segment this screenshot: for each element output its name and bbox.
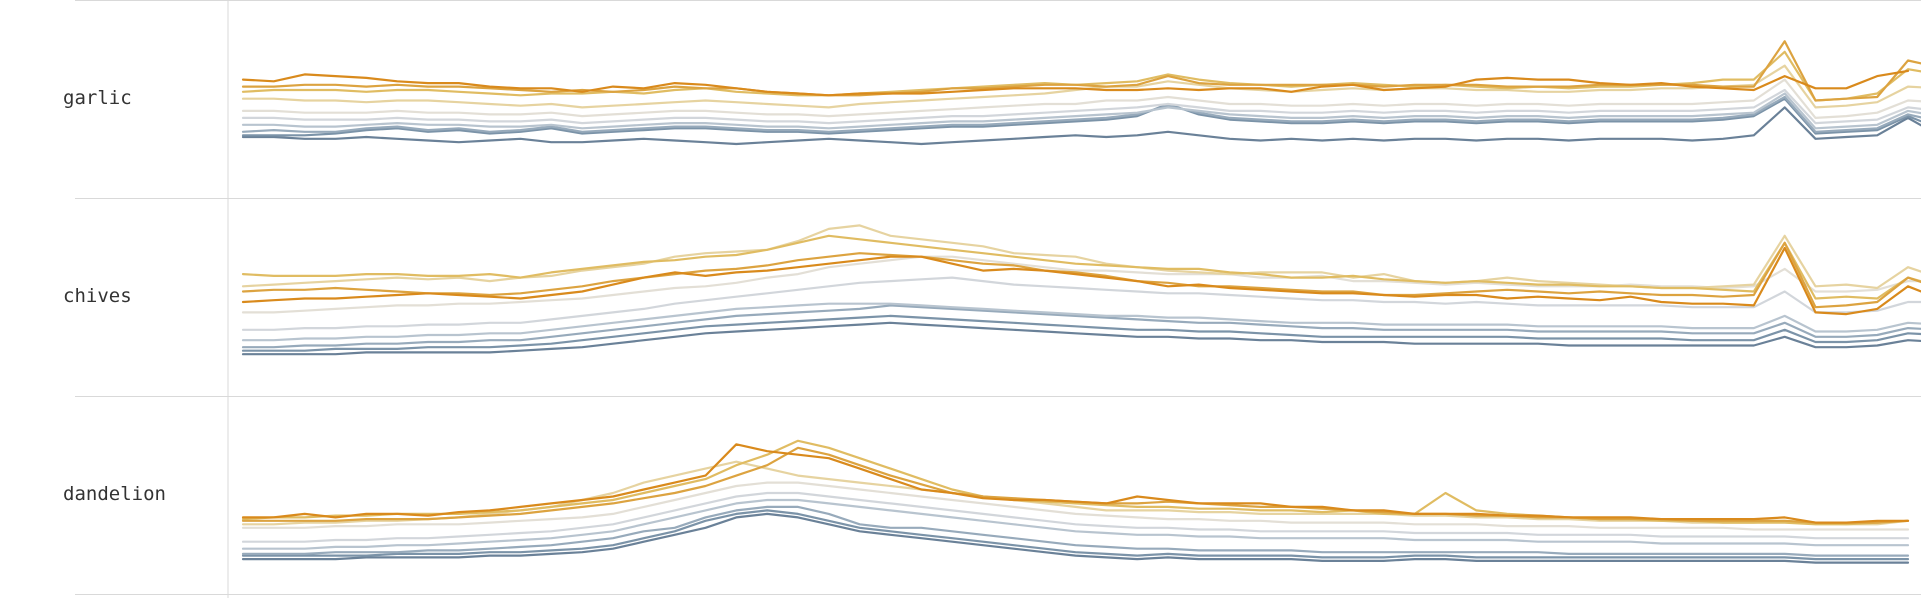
series-line-chives-6 xyxy=(241,276,1921,331)
series-line-garlic-7 xyxy=(241,92,1921,130)
series-line-dandelion-6 xyxy=(241,491,1910,543)
series-line-chives-9 xyxy=(241,314,1921,352)
series-line-garlic-10 xyxy=(241,106,1921,146)
series-line-garlic-1 xyxy=(241,69,1910,97)
series-line-dandelion-9 xyxy=(241,509,1910,561)
series-line-garlic-6 xyxy=(241,88,1921,125)
series-line-dandelion-1 xyxy=(241,443,1910,524)
series-line-dandelion-7 xyxy=(241,498,1910,550)
series-line-chives-10 xyxy=(241,321,1921,356)
series-line-garlic-9 xyxy=(241,97,1921,137)
series-line-dandelion-8 xyxy=(241,505,1910,557)
series-line-chives-3 xyxy=(241,234,1921,300)
series-line-dandelion-3 xyxy=(241,439,1910,526)
series-line-dandelion-10 xyxy=(241,512,1910,564)
series-line-chives-5 xyxy=(241,255,1921,314)
series-line-chives-2 xyxy=(241,241,1921,309)
row-label-chives: chives xyxy=(63,285,132,307)
series-line-garlic-5 xyxy=(241,78,1921,120)
series-line-garlic-2 xyxy=(241,40,1921,102)
series-line-chives-4 xyxy=(241,224,1921,290)
row-label-dandelion: dandelion xyxy=(63,483,166,505)
series-line-dandelion-5 xyxy=(241,481,1910,531)
series-line-chives-8 xyxy=(241,304,1921,349)
series-line-chives-1 xyxy=(241,246,1921,316)
row-label-garlic: garlic xyxy=(63,87,132,109)
series-line-chives-7 xyxy=(241,302,1921,342)
series-line-garlic-8 xyxy=(241,95,1921,133)
series-line-garlic-3 xyxy=(241,50,1921,102)
